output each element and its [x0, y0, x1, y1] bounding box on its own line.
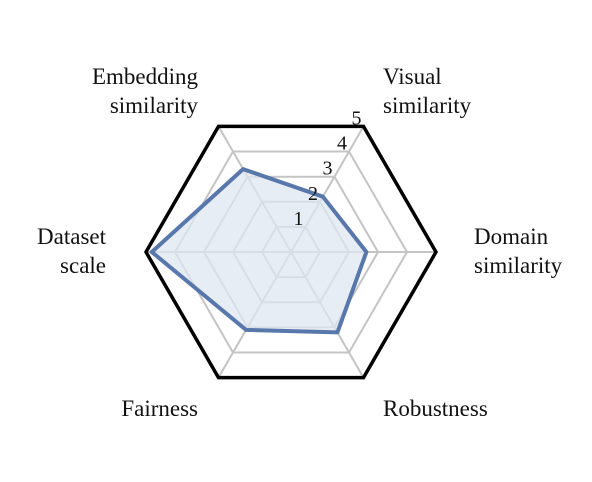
axis-label-1-line-1: Visual — [383, 64, 442, 89]
axis-label-1: Visual similarity — [383, 64, 472, 118]
axis-label-5-line-2: scale — [60, 253, 106, 278]
radar-axis-labels: Visual similarity Domain similarity Robustne… — [37, 64, 563, 421]
axis-label-5: Dataset scale — [37, 224, 107, 278]
series-line-1 — [149, 167, 369, 335]
axis-label-5-line-1: Dataset — [37, 224, 107, 249]
axis-label-2-line-1: Domain — [474, 224, 549, 249]
axis-label-4-line-1: Fairness — [121, 396, 198, 421]
radar-outer-layer — [143, 124, 439, 380]
tick-label-2: 2 — [308, 183, 318, 205]
axis-label-4: Fairness — [121, 396, 198, 421]
tick-label-3: 3 — [323, 158, 333, 180]
axis-label-6: Embedding similarity — [92, 64, 199, 118]
axis-label-2: Domain similarity — [474, 224, 563, 278]
tick-label-5: 5 — [352, 107, 362, 129]
axis-label-6-line-1: Embedding — [92, 64, 199, 89]
axis-label-6-line-2: similarity — [110, 93, 199, 118]
axis-label-2-line-2: similarity — [474, 253, 563, 278]
axis-label-1-line-2: similarity — [383, 93, 472, 118]
axis-label-3-line-1: Robustness — [383, 396, 488, 421]
outer-hexagon — [143, 124, 439, 380]
radar-series-layer — [149, 167, 369, 335]
tick-label-1: 1 — [294, 208, 304, 230]
series-area-1 — [151, 169, 367, 333]
tick-label-4: 4 — [337, 133, 347, 155]
axis-label-3: Robustness — [383, 396, 488, 421]
